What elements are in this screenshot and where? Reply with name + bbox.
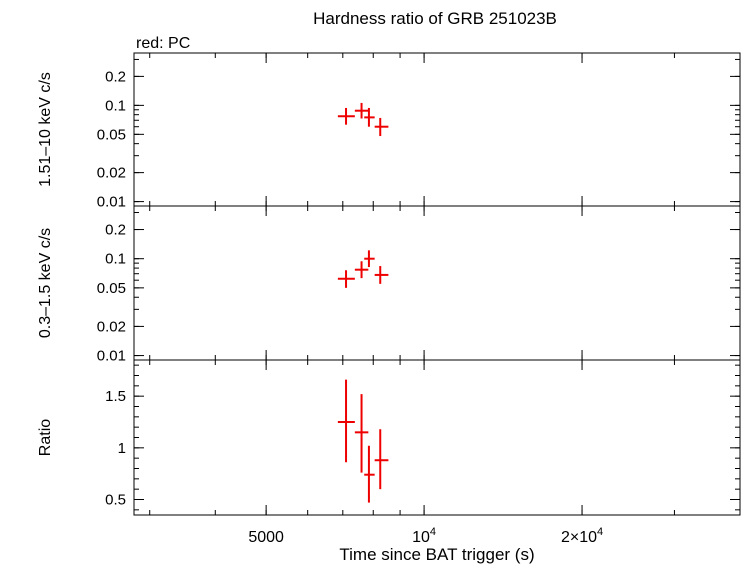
y-tick-label: 1.5: [105, 388, 126, 405]
panel-frame: [133, 52, 741, 207]
y-tick-label: 1: [118, 440, 126, 457]
panel-3: 0.5 1 1.5 Ratio: [37, 359, 741, 516]
y-axis-label: 1.51–10 keV c/s: [37, 72, 54, 187]
y-tick-label: 0.5: [105, 492, 126, 509]
data-point: [337, 379, 355, 463]
data-point: [354, 102, 369, 119]
y-tick-label: 0.02: [97, 318, 126, 335]
data-point: [354, 394, 369, 473]
x-tick-label: 104: [412, 526, 436, 546]
y-tick-label: 0.1: [105, 251, 126, 268]
x-tick-label: 5000: [248, 529, 284, 546]
panel-1: 0.01 0.02 0.05 0.1 0.2 1.51–10 keV c/s: [37, 52, 741, 211]
x-tick-label: 2×104: [561, 526, 603, 546]
data-point: [374, 266, 389, 284]
y-tick-label: 0.02: [97, 165, 126, 182]
y-tick-label: 0.01: [97, 194, 126, 211]
data-point: [337, 270, 355, 288]
y-tick-label: 0.2: [105, 68, 126, 85]
data-point: [364, 250, 375, 268]
data-point: [354, 261, 369, 279]
chart-title: Hardness ratio of GRB 251023B: [313, 9, 557, 28]
data-point: [374, 117, 389, 137]
data-point: [364, 445, 375, 503]
y-axis-label: Ratio: [37, 419, 54, 456]
y-tick-label: 0.05: [97, 280, 126, 297]
data-point: [364, 107, 375, 127]
data-point: [337, 107, 355, 125]
y-axis-label: 0.3–1.5 keV c/s: [37, 228, 54, 338]
panel-2: 0.01 0.02 0.05 0.1 0.2 0.3–1.5 keV c/s: [37, 205, 741, 365]
y-tick-label: 0.01: [97, 348, 126, 365]
y-tick-label: 0.05: [97, 126, 126, 143]
panels-group: 0.010.020.050.10.21.51–10 keV c/s0.010.0…: [37, 52, 741, 546]
panel-frame: [133, 359, 741, 516]
y-tick-label: 0.2: [105, 222, 126, 239]
y-tick-label: 0.1: [105, 97, 126, 114]
data-point: [374, 429, 389, 490]
x-axis-label: Time since BAT trigger (s): [339, 545, 534, 564]
chart-subtitle: red: PC: [136, 35, 190, 52]
panel-frame: [133, 205, 741, 361]
